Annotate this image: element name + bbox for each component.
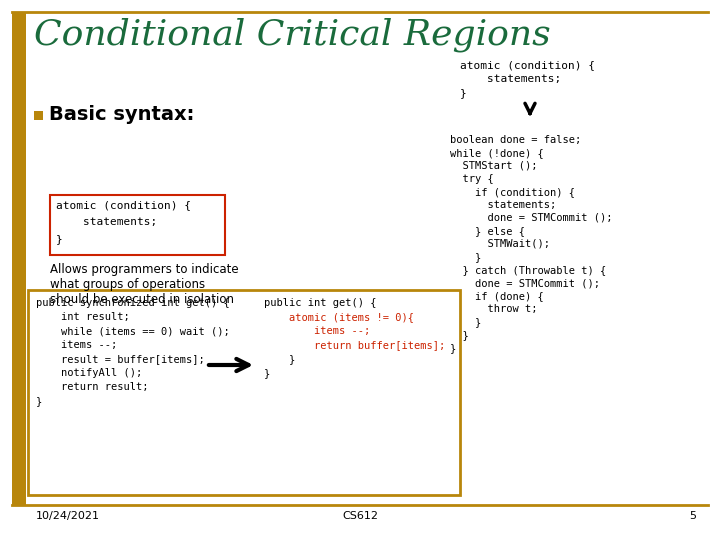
Bar [50, 195, 225, 255]
Text: } catch (Throwable t) {: } catch (Throwable t) { [450, 265, 606, 275]
Bar [28, 290, 460, 495]
Text: notifyAll ();: notifyAll (); [36, 368, 143, 378]
Text: int result;: int result; [36, 312, 130, 322]
Text: }: } [264, 368, 270, 378]
Text: }: } [56, 234, 63, 244]
Text: }: } [450, 252, 481, 262]
Text: }: } [450, 317, 481, 327]
Text: done = STMCommit ();: done = STMCommit (); [450, 278, 600, 288]
Text: }: } [460, 88, 467, 98]
Text: atomic (items != 0){: atomic (items != 0){ [264, 312, 414, 322]
Text: try {: try { [450, 174, 494, 184]
Text: } else {: } else { [450, 226, 525, 236]
Text: 10/24/2021: 10/24/2021 [36, 511, 100, 521]
Text: public synchronized int get() {: public synchronized int get() { [36, 298, 230, 308]
Text: atomic (condition) {: atomic (condition) { [56, 200, 191, 210]
Text: STMWait();: STMWait(); [450, 239, 550, 249]
Text: boolean done = false;: boolean done = false; [450, 135, 581, 145]
Text: }: } [450, 330, 469, 340]
Text: statements;: statements; [450, 200, 557, 210]
Text: }: } [450, 343, 456, 353]
Text: Allows programmers to indicate
what groups of operations
should be executed in i: Allows programmers to indicate what grou… [50, 263, 238, 306]
Text: return result;: return result; [36, 382, 148, 392]
Text: Conditional Critical Regions: Conditional Critical Regions [34, 18, 551, 52]
Bar [12, 12, 26, 505]
Text: atomic (condition) {: atomic (condition) { [460, 60, 595, 70]
Text: }: } [36, 396, 42, 406]
Text: return buffer[items];: return buffer[items]; [264, 340, 445, 350]
Text: STMStart ();: STMStart (); [450, 161, 538, 171]
Text: if (condition) {: if (condition) { [450, 187, 575, 197]
Text: result = buffer[items];: result = buffer[items]; [36, 354, 204, 364]
Text: if (done) {: if (done) { [450, 291, 544, 301]
Text: while (items == 0) wait ();: while (items == 0) wait (); [36, 326, 230, 336]
Text: Basic syntax:: Basic syntax: [49, 105, 194, 125]
Text: done = STMCommit ();: done = STMCommit (); [450, 213, 613, 223]
Text: while (!done) {: while (!done) { [450, 148, 544, 158]
Text: items --;: items --; [36, 340, 117, 350]
Text: CS612: CS612 [342, 511, 378, 521]
Text: statements;: statements; [56, 217, 157, 227]
Text: public int get() {: public int get() { [264, 298, 377, 308]
Bar [34, 111, 43, 119]
Text: items --;: items --; [264, 326, 370, 336]
Text: statements;: statements; [460, 74, 562, 84]
Text: throw t;: throw t; [450, 304, 538, 314]
Text: }: } [264, 354, 295, 364]
Text: 5: 5 [689, 511, 696, 521]
